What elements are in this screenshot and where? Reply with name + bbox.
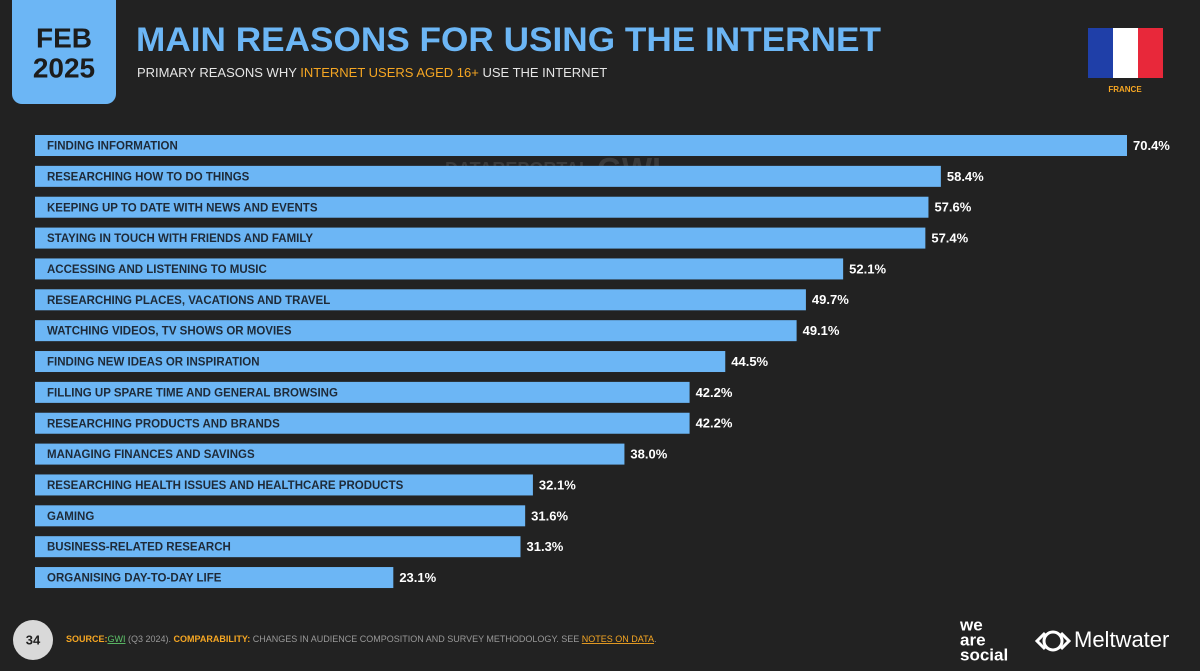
title: MAIN REASONS FOR USING THE INTERNET — [136, 21, 881, 59]
date-year: 2025 — [33, 52, 95, 83]
value-label: 70.4% — [1133, 138, 1170, 153]
bar — [35, 443, 625, 465]
bar — [35, 289, 806, 311]
category-label: FINDING NEW IDEAS OR INSPIRATION — [47, 357, 260, 369]
footer-text: SOURCE:GWI (Q3 2024). COMPARABILITY: CHA… — [66, 634, 656, 644]
category-label: FINDING INFORMATION — [47, 141, 178, 153]
comparability-text: CHANGES IN AUDIENCE COMPOSITION AND SURV… — [250, 634, 582, 644]
category-label: STAYING IN TOUCH WITH FRIENDS AND FAMILY — [47, 233, 313, 245]
bar — [35, 135, 1127, 156]
value-label: 44.5% — [731, 354, 768, 369]
value-label: 49.7% — [812, 292, 849, 307]
bar — [35, 320, 797, 342]
bar — [35, 258, 844, 280]
meltwater-icon — [1034, 630, 1072, 652]
value-label: 42.2% — [696, 416, 733, 431]
icon-ring — [1042, 630, 1064, 652]
category-label: ORGANISING DAY-TO-DAY LIFE — [47, 573, 222, 585]
page-number: 34 — [26, 632, 41, 647]
flag-red — [1138, 28, 1163, 78]
notes-link[interactable]: NOTES ON DATA — [582, 634, 654, 644]
category-label: GAMING — [47, 511, 94, 523]
logo-text: are — [960, 630, 986, 649]
source-period: (Q3 2024). — [126, 634, 172, 644]
comparability-label: COMPARABILITY: — [171, 634, 250, 644]
logo-text: we — [959, 615, 983, 634]
value-label: 52.1% — [849, 261, 886, 276]
value-label: 49.1% — [803, 323, 840, 338]
flag-blue — [1088, 28, 1113, 78]
page-badge — [13, 620, 53, 660]
logo-text: social — [960, 645, 1008, 664]
bar — [35, 505, 526, 527]
bar — [35, 351, 726, 373]
bar-chart: FINDING INFORMATION 70.4% RESEARCHING HOW … — [35, 135, 1170, 589]
value-label: 57.6% — [934, 200, 971, 215]
date-month: FEB — [36, 22, 92, 53]
value-label: 31.3% — [527, 539, 564, 554]
category-label: RESEARCHING PRODUCTS AND BRANDS — [47, 418, 280, 430]
logo-text: Meltwater — [1074, 627, 1169, 652]
bar — [35, 536, 521, 558]
category-label: KEEPING UP TO DATE WITH NEWS AND EVENTS — [47, 202, 318, 214]
value-label: 42.2% — [696, 385, 733, 400]
value-label: 31.6% — [531, 508, 568, 523]
subtitle-highlight: INTERNET USERS AGED 16+ — [300, 65, 479, 80]
bar — [35, 196, 929, 218]
bar — [35, 567, 394, 589]
value-label: 23.1% — [399, 570, 436, 585]
category-label: FILLING UP SPARE TIME AND GENERAL BROWSI… — [47, 387, 338, 399]
bar — [35, 474, 533, 496]
bar — [35, 412, 690, 434]
subtitle-part: PRIMARY REASONS WHY — [137, 65, 300, 80]
value-label: 57.4% — [931, 231, 968, 246]
value-label: 38.0% — [630, 447, 667, 462]
category-label: ACCESSING AND LISTENING TO MUSIC — [47, 264, 267, 276]
value-label: 32.1% — [539, 477, 576, 492]
subtitle: PRIMARY REASONS WHY INTERNET USERS AGED … — [137, 65, 607, 80]
flag — [1088, 28, 1163, 78]
bar — [35, 227, 926, 249]
footer-end: . — [654, 634, 657, 644]
source-link[interactable]: GWI — [108, 634, 126, 644]
country-label: FRANCE — [1108, 85, 1142, 94]
date-badge — [12, 0, 116, 104]
category-label: RESEARCHING HOW TO DO THINGS — [47, 171, 250, 183]
category-label: RESEARCHING PLACES, VACATIONS AND TRAVEL — [47, 295, 330, 307]
category-label: MANAGING FINANCES AND SAVINGS — [47, 449, 255, 461]
flag-white — [1113, 28, 1138, 78]
value-label: 58.4% — [947, 169, 984, 184]
subtitle-part: USE THE INTERNET — [479, 65, 607, 80]
category-label: BUSINESS-RELATED RESEARCH — [47, 542, 231, 554]
bar — [35, 381, 690, 403]
category-label: RESEARCHING HEALTH ISSUES AND HEALTHCARE… — [47, 480, 404, 492]
source-label: SOURCE: — [66, 634, 108, 644]
category-label: WATCHING VIDEOS, TV SHOWS OR MOVIES — [47, 326, 292, 338]
icon-chevrons — [1034, 631, 1072, 651]
bar — [35, 165, 941, 187]
